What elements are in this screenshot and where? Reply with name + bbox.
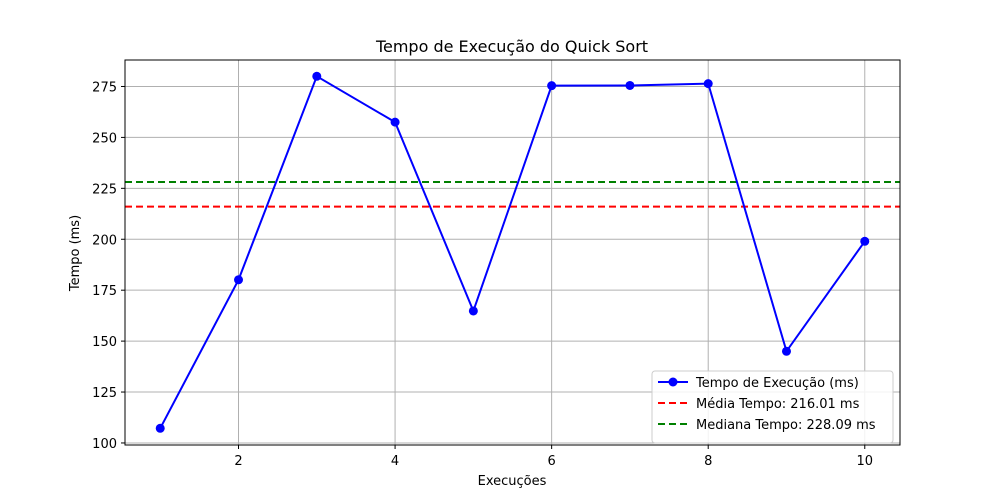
- data-point: [860, 236, 870, 246]
- y-tick-label: 150: [92, 335, 117, 350]
- legend-label: Média Tempo: 216.01 ms: [696, 397, 860, 412]
- y-tick-label: 225: [92, 182, 117, 197]
- x-tick-label: 8: [704, 454, 712, 469]
- legend-marker: [668, 377, 678, 387]
- plot-frame: [124, 59, 901, 446]
- y-axis-label: Tempo (ms): [68, 215, 83, 292]
- y-tick-label: 100: [92, 437, 117, 452]
- legend-box: [651, 370, 894, 444]
- y-tick-label: 200: [92, 233, 117, 248]
- data-point: [547, 81, 557, 91]
- data-point: [703, 79, 713, 89]
- y-tick-label: 250: [92, 131, 117, 146]
- data-point: [625, 80, 635, 90]
- data-point: [390, 117, 400, 127]
- series: [155, 71, 870, 433]
- x-axis-label: Execuções: [478, 474, 547, 489]
- y-tick-label: 175: [92, 284, 117, 299]
- x-tick-label: 4: [391, 454, 399, 469]
- legend-label: Mediana Tempo: 228.09 ms: [696, 418, 876, 433]
- y-tick-label: 125: [92, 386, 117, 401]
- x-tick-label: 10: [856, 454, 873, 469]
- chart-title: Tempo de Execução do Quick Sort: [375, 37, 648, 56]
- series-line: [159, 74, 866, 429]
- x-tick-label: 2: [234, 454, 242, 469]
- reference-lines: [125, 181, 900, 208]
- data-point: [468, 306, 478, 316]
- y-tick-label: 275: [92, 80, 117, 95]
- legend: Tempo de Execução (ms) Média Tempo: 216.0…: [651, 370, 894, 444]
- ticks: 2 4 6 8 10 100 125 150 175 200 225 250 275: [92, 80, 873, 469]
- x-tick-label: 6: [548, 454, 556, 469]
- data-point: [234, 275, 244, 285]
- legend-label: Tempo de Execução (ms): [695, 376, 859, 391]
- grid: [125, 60, 900, 445]
- data-point: [312, 71, 322, 81]
- data-point: [781, 346, 791, 356]
- data-point: [155, 423, 165, 433]
